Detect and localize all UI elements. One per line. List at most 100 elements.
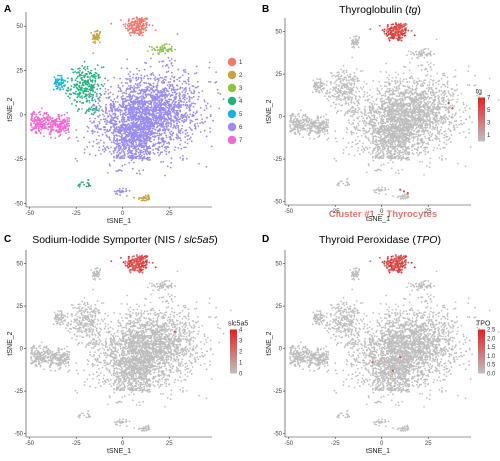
cell-point [40,128,43,131]
cell-point [122,141,125,144]
cell-point [93,130,96,133]
cell-point [164,174,167,177]
cell-point [137,26,139,29]
cell-point [157,138,160,141]
cell-point [165,147,168,150]
cell-point [376,108,379,111]
cell-point [79,92,82,94]
cell-point [343,76,346,79]
cell-point [98,41,101,44]
cell-point [343,72,346,75]
cell-point [104,131,107,134]
cell-point [139,84,142,87]
cell-point [338,73,340,76]
cell-point [331,75,333,77]
cell-point [61,120,63,123]
cell-point [137,32,140,35]
cell-point [96,30,98,32]
cell-point [131,20,134,23]
cell-point [116,151,118,154]
cell-point [192,102,195,104]
cell-point [129,78,131,80]
cell-point [125,194,128,197]
cell-point [142,22,145,25]
cell-point [87,90,90,93]
cell-point [168,83,171,86]
cell-point [127,152,130,155]
cell-point [124,143,127,146]
cell-point [124,120,126,123]
cell-point [336,110,339,113]
cell-point [164,96,167,99]
cell-point [160,133,163,135]
cell-point [166,90,168,93]
cell-point [497,99,500,101]
cell-point [108,138,111,140]
cell-point [182,103,185,106]
cell-point [76,72,78,74]
cell-point [344,100,347,102]
cell-point [409,107,412,110]
cell-point [139,153,142,156]
cell-point [87,179,89,181]
cell-point [205,165,208,168]
cell-point [148,109,151,112]
cell-point [148,83,151,86]
cell-point [117,144,120,147]
cell-point [124,25,127,28]
cell-point [61,86,64,89]
cell-point [176,78,179,81]
cell-point [179,76,182,79]
cell-point [319,80,322,83]
cell-point [110,103,113,105]
cell-point [148,130,151,133]
cell-point [130,152,133,154]
cell-point [145,152,148,155]
cell-point [153,135,156,138]
cell-point [178,105,180,107]
cell-point [58,117,60,120]
cell-point [33,120,36,123]
cell-point [131,106,134,108]
cell-point [184,136,187,138]
cell-point [68,120,71,123]
cell-point [77,108,80,111]
cell-point [54,79,57,82]
cell-point [147,106,150,108]
cell-point [142,150,145,153]
cell-point [313,84,315,87]
cell-point [184,91,187,94]
cell-point [167,128,170,131]
cell-point [156,132,159,135]
cell-point [44,121,47,124]
cell-point [48,126,50,129]
cell-point [138,69,141,72]
cell-point [204,120,206,123]
cell-point [312,79,315,82]
cell-point [153,47,155,50]
cell-point [152,149,155,151]
cell-point [133,196,136,199]
cell-point [133,137,136,139]
cell-point [132,73,135,76]
cell-point [174,126,176,128]
cell-point [125,77,127,80]
cell-point [97,149,100,152]
cell-point [109,106,112,108]
cell-point [130,131,133,134]
cell-point [164,109,166,112]
cell-point [353,40,355,43]
cell-point [98,146,101,149]
cell-point [133,85,135,87]
cell-point [139,151,142,153]
cell-point [438,131,441,134]
cell-point [30,123,33,126]
cell-point [341,104,344,107]
cell-point [178,92,181,94]
cell-point [143,17,146,20]
cell-point [92,145,94,148]
cell-point [131,138,134,141]
cell-point [134,125,137,127]
cell-point [325,84,328,86]
cell-point [222,98,225,101]
